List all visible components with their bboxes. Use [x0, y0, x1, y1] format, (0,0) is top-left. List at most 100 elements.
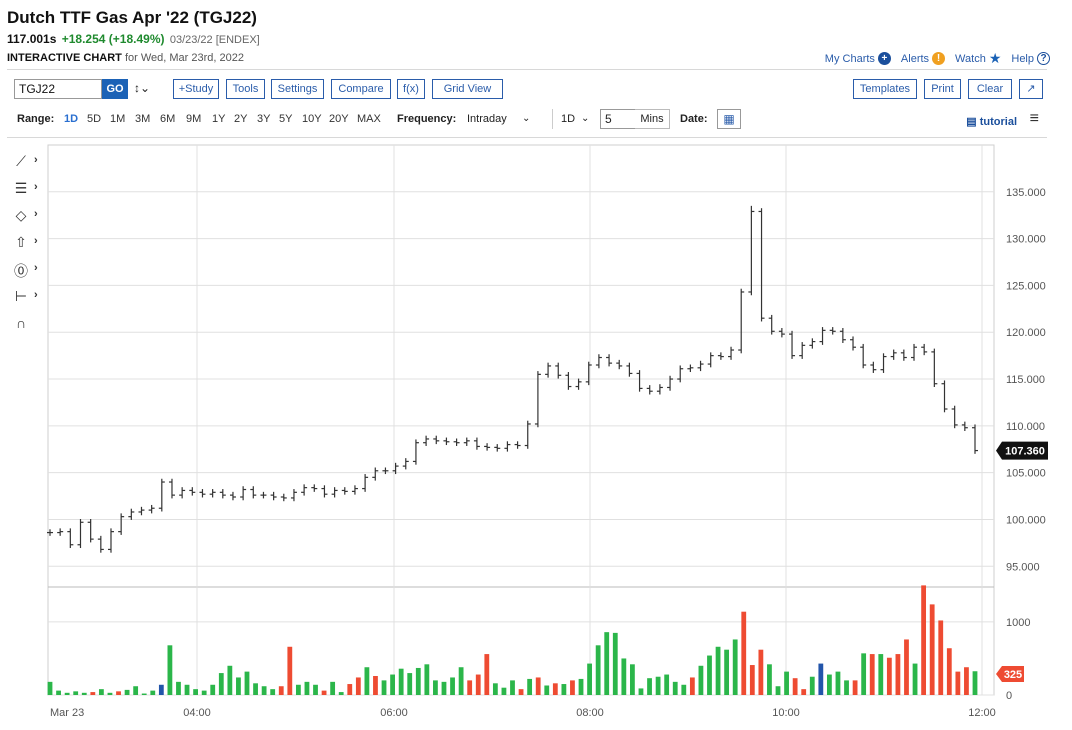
templates-button[interactable]: Templates: [853, 79, 917, 99]
drawing-tools-panel: ⟋ › ☰ › ◇ › ⇧ › ⓪ › ⊢ › ∩: [9, 150, 45, 339]
volume-bar: [270, 689, 276, 695]
chart-frame: [47, 144, 995, 696]
volume-bar: [90, 692, 96, 695]
range-5y[interactable]: 5Y: [279, 113, 293, 125]
ohlc-bar: [880, 353, 887, 373]
chart-type-dropdown[interactable]: ↕⌄: [134, 81, 151, 95]
ohlc-bar: [148, 504, 155, 514]
frequency-select[interactable]: Intraday ⌄: [467, 109, 537, 129]
clear-button[interactable]: Clear: [968, 79, 1012, 99]
range-20y[interactable]: 20Y: [329, 113, 349, 125]
volume-bar: [201, 690, 207, 695]
volume-bar: [758, 649, 764, 695]
range-2y[interactable]: 2Y: [234, 113, 248, 125]
volume-tick-label: 0: [1006, 690, 1012, 702]
ohlc-bar: [331, 487, 338, 498]
volume-bar: [767, 664, 772, 695]
volume-bar: [364, 667, 370, 695]
volume-bar: [886, 657, 892, 695]
range-1y[interactable]: 1Y: [212, 113, 226, 125]
annotation-tool[interactable]: ⓪ ›: [9, 258, 45, 285]
ohlc-bar: [931, 348, 938, 387]
ohlc-bar: [514, 441, 521, 449]
time-tick-label: 10:00: [772, 707, 800, 719]
compare-button[interactable]: Compare: [331, 79, 391, 99]
volume-bar: [458, 667, 464, 695]
volume-bar: [415, 667, 421, 695]
frequency-value: Intraday: [467, 113, 507, 125]
help-link[interactable]: Help ?: [1011, 52, 1050, 65]
watch-link[interactable]: Watch ★: [955, 50, 1001, 67]
last-price-badge: [996, 441, 1048, 460]
tools-button[interactable]: Tools: [226, 79, 265, 99]
measure-tool[interactable]: ⊢ ›: [9, 285, 45, 312]
volume-bar: [176, 681, 181, 695]
print-button[interactable]: Print: [924, 79, 961, 99]
volume-bar: [355, 677, 361, 695]
range-max[interactable]: MAX: [357, 113, 381, 125]
my-charts-link[interactable]: My Charts +: [825, 52, 891, 65]
ohlc-bar: [778, 328, 785, 338]
period-select[interactable]: 1D ⌄: [552, 109, 592, 129]
shapes-tool[interactable]: ◇ ›: [9, 204, 45, 231]
range-10y[interactable]: 10Y: [302, 113, 322, 125]
volume-bar: [518, 689, 524, 695]
time-tick-label: 08:00: [576, 707, 604, 719]
volume-bars: [47, 585, 978, 695]
fx-button[interactable]: f(x): [397, 79, 425, 99]
ohlc-bar: [229, 491, 236, 501]
ohlc-bar: [423, 435, 430, 446]
ohlc-bar: [524, 420, 531, 449]
volume-bar: [929, 604, 935, 695]
range-5d[interactable]: 5D: [87, 113, 102, 125]
volume-bar: [433, 680, 438, 695]
symbol-input[interactable]: [14, 79, 102, 99]
trendline-tool[interactable]: ⟋ ›: [9, 150, 45, 177]
volume-bar: [844, 680, 849, 695]
magnet-tool[interactable]: ∩: [9, 312, 45, 339]
volume-bar: [167, 645, 173, 695]
ohlc-bar: [819, 327, 826, 345]
range-9m[interactable]: 9M: [186, 113, 202, 125]
range-3y[interactable]: 3Y: [257, 113, 271, 125]
go-button[interactable]: GO: [102, 79, 128, 99]
fibonacci-tool[interactable]: ☰ ›: [9, 177, 45, 204]
top-links: My Charts + Alerts ! Watch ★ Help ?: [825, 50, 1050, 67]
range-3m[interactable]: 3M: [135, 113, 151, 125]
magnet-icon: ∩: [15, 315, 27, 331]
ohlc-bar: [311, 484, 318, 492]
ohlc-bar: [595, 354, 602, 369]
range-1m[interactable]: 1M: [110, 113, 126, 125]
ohlc-bar: [372, 467, 379, 481]
grid-view-button[interactable]: Grid View: [432, 79, 503, 99]
ohlc-bar: [911, 343, 918, 361]
settings-button[interactable]: Settings: [271, 79, 324, 99]
alerts-link[interactable]: Alerts !: [901, 52, 946, 65]
ohlc-bar: [341, 487, 348, 495]
volume-bar: [647, 678, 652, 695]
last-volume-label: 325: [1004, 669, 1022, 681]
volume-bar: [938, 620, 944, 695]
volume-bar: [492, 683, 498, 695]
study-button[interactable]: +Study: [173, 79, 219, 99]
volume-bar: [869, 654, 875, 695]
ohlc-bar: [494, 444, 501, 452]
ohlc-bar: [799, 342, 806, 359]
period-value: 1D: [561, 113, 576, 125]
time-tick-label: 12:00: [968, 707, 996, 719]
ohlc-bar: [504, 441, 511, 452]
calendar-icon[interactable]: ▦: [717, 109, 741, 129]
volume-bar: [56, 690, 61, 695]
expand-button[interactable]: ↗: [1019, 79, 1043, 99]
range-1d[interactable]: 1D: [64, 113, 79, 125]
hamburger-menu-icon[interactable]: ≡: [1029, 110, 1039, 127]
range-label: Range:: [17, 113, 55, 125]
volume-bar: [193, 689, 199, 695]
tutorial-link[interactable]: ▤ tutorial: [966, 115, 1017, 128]
volume-bar: [218, 673, 224, 695]
range-6m[interactable]: 6M: [160, 113, 176, 125]
arrow-tool[interactable]: ⇧ ›: [9, 231, 45, 258]
volume-bar: [861, 653, 867, 695]
volume-bar: [47, 681, 53, 695]
